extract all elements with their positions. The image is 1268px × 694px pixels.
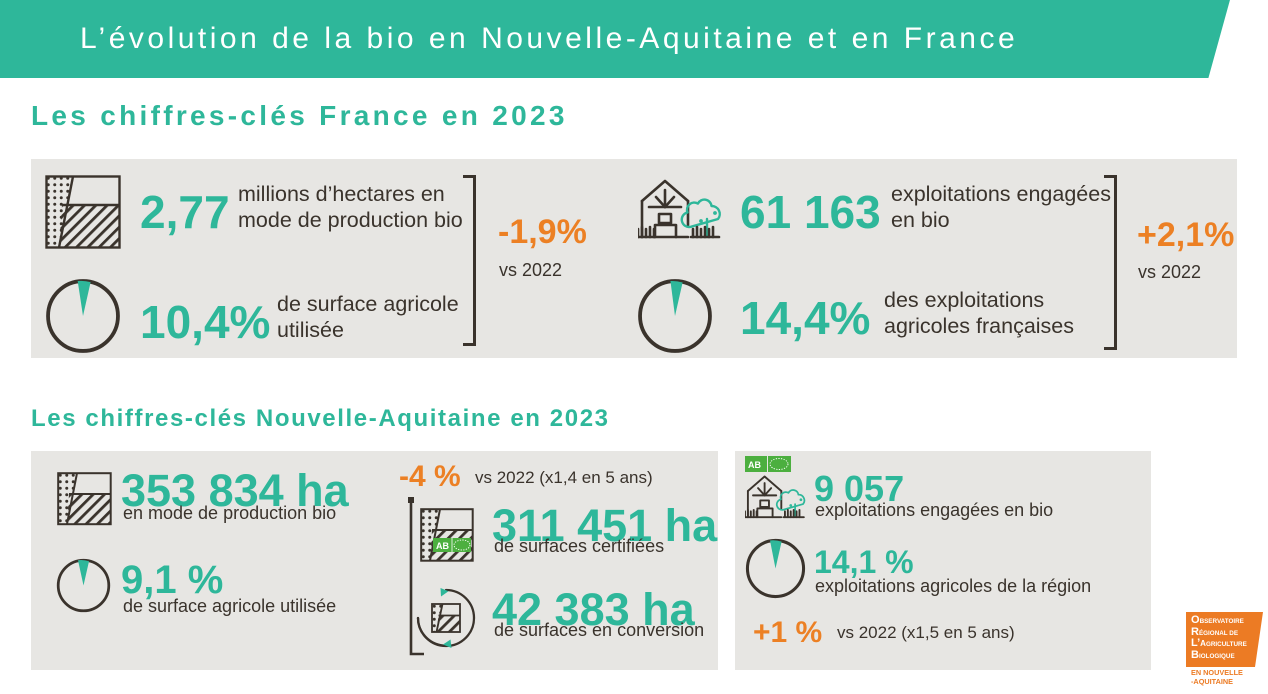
svg-text:AB: AB: [436, 541, 449, 551]
svg-text:AB: AB: [748, 460, 761, 470]
